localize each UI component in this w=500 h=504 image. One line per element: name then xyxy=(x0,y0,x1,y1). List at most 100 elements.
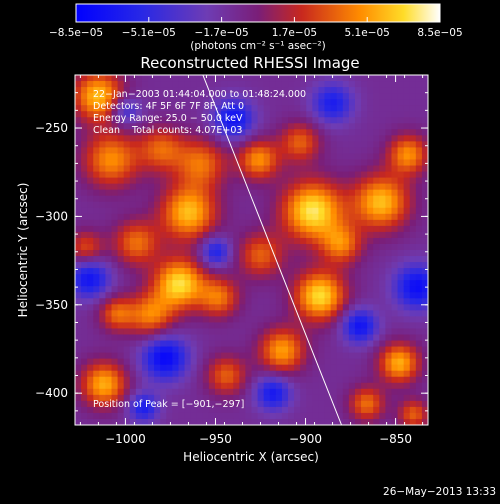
heatmap-cell xyxy=(421,87,428,94)
heatmap-cell xyxy=(160,262,167,269)
heatmap-cell xyxy=(397,418,405,425)
heatmap-cell xyxy=(123,322,131,330)
heatmap-cell xyxy=(409,358,417,366)
heatmap-cell xyxy=(306,123,313,130)
heatmap-cell xyxy=(75,280,82,287)
info-line-time: 22−Jan−2003 01:44:04.000 to 01:48:24.000 xyxy=(93,89,306,100)
heatmap-cell xyxy=(123,117,131,124)
heatmap-cell xyxy=(348,141,356,149)
heatmap-cell xyxy=(288,243,295,251)
heatmap-cell xyxy=(99,195,107,203)
heatmap-cell xyxy=(233,322,240,330)
heatmap-cell xyxy=(312,87,320,94)
heatmap-cell xyxy=(294,105,301,112)
heatmap-cell xyxy=(385,201,393,209)
heatmap-cell xyxy=(105,316,113,324)
heatmap-cell xyxy=(336,75,344,82)
heatmap-cell xyxy=(166,183,173,191)
heatmap-cell xyxy=(330,280,338,287)
heatmap-cell xyxy=(415,183,423,191)
heatmap-cell xyxy=(190,352,198,360)
heatmap-cell xyxy=(202,105,210,112)
heatmap-cell xyxy=(227,388,234,396)
heatmap-cell xyxy=(354,334,362,342)
heatmap-cell xyxy=(324,304,332,311)
heatmap-cell xyxy=(294,171,301,179)
heatmap-cell xyxy=(361,292,368,299)
heatmap-cell xyxy=(348,153,356,161)
heatmap-cell xyxy=(117,262,125,269)
heatmap-cell xyxy=(281,334,289,342)
heatmap-cell xyxy=(421,213,428,221)
heatmap-cell xyxy=(227,93,234,100)
heatmap-cell xyxy=(385,141,393,149)
heatmap-cell xyxy=(239,87,247,94)
heatmap-cell xyxy=(75,93,82,100)
heatmap-cell xyxy=(123,105,131,112)
heatmap-cell xyxy=(123,394,131,402)
heatmap-cell xyxy=(190,412,198,420)
heatmap-cell xyxy=(294,328,301,336)
heatmap-cell xyxy=(294,388,301,396)
heatmap-cell xyxy=(373,105,380,112)
heatmap-cell xyxy=(129,316,137,324)
heatmap-cell xyxy=(81,304,88,311)
heatmap-cell xyxy=(208,268,216,275)
heatmap-cell xyxy=(379,135,386,142)
heatmap-cell xyxy=(409,334,417,342)
heatmap-cell xyxy=(208,358,216,366)
heatmap-cell xyxy=(306,171,313,179)
heatmap-cell xyxy=(403,358,411,366)
heatmap-cell xyxy=(269,177,277,185)
heatmap-cell xyxy=(403,406,411,414)
heatmap-cell xyxy=(306,75,313,82)
heatmap-cell xyxy=(123,316,131,324)
heatmap-cell xyxy=(190,225,198,233)
heatmap-cell xyxy=(403,262,411,269)
heatmap-cell xyxy=(160,147,167,155)
heatmap-cell xyxy=(342,93,350,100)
heatmap-cell xyxy=(269,189,277,197)
heatmap-cell xyxy=(367,316,374,324)
heatmap-cell xyxy=(257,370,265,378)
info-line-counts: Clean Total counts: 4.07E+03 xyxy=(93,125,242,136)
heatmap-cell xyxy=(342,286,350,293)
heatmap-area xyxy=(75,75,428,425)
heatmap-cell xyxy=(318,316,326,324)
heatmap-cell xyxy=(129,400,137,408)
heatmap-cell xyxy=(196,406,204,414)
heatmap-cell xyxy=(141,286,149,293)
heatmap-cell xyxy=(166,346,173,354)
heatmap-cell xyxy=(208,219,216,227)
heatmap-cell xyxy=(281,111,289,118)
heatmap-cell xyxy=(117,225,125,233)
heatmap-cell xyxy=(373,316,380,324)
heatmap-cell xyxy=(123,189,131,197)
heatmap-cell xyxy=(294,316,301,324)
heatmap-cell xyxy=(385,364,393,372)
heatmap-cell xyxy=(105,352,113,360)
heatmap-cell xyxy=(75,159,82,167)
heatmap-cell xyxy=(251,394,259,402)
heatmap-cell xyxy=(306,418,313,425)
heatmap-cell xyxy=(105,195,113,203)
heatmap-cell xyxy=(154,75,161,82)
heatmap-cell xyxy=(99,334,107,342)
heatmap-cell xyxy=(172,81,180,88)
heatmap-cell xyxy=(379,165,386,173)
heatmap-cell xyxy=(202,370,210,378)
heatmap-cell xyxy=(239,141,247,149)
heatmap-cell xyxy=(397,159,405,167)
heatmap-cell xyxy=(415,189,423,197)
heatmap-cell xyxy=(81,316,88,324)
heatmap-cell xyxy=(190,135,198,142)
heatmap-cell xyxy=(318,334,326,342)
heatmap-cell xyxy=(93,171,100,179)
heatmap-cell xyxy=(214,322,222,330)
heatmap-cell xyxy=(373,376,380,384)
heatmap-cell xyxy=(99,81,107,88)
heatmap-cell xyxy=(336,262,344,269)
heatmap-cell xyxy=(160,81,167,88)
heatmap-cell xyxy=(275,129,283,136)
heatmap-cell xyxy=(391,117,399,124)
